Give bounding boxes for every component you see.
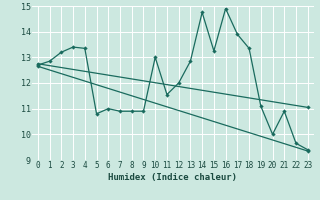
X-axis label: Humidex (Indice chaleur): Humidex (Indice chaleur): [108, 173, 237, 182]
